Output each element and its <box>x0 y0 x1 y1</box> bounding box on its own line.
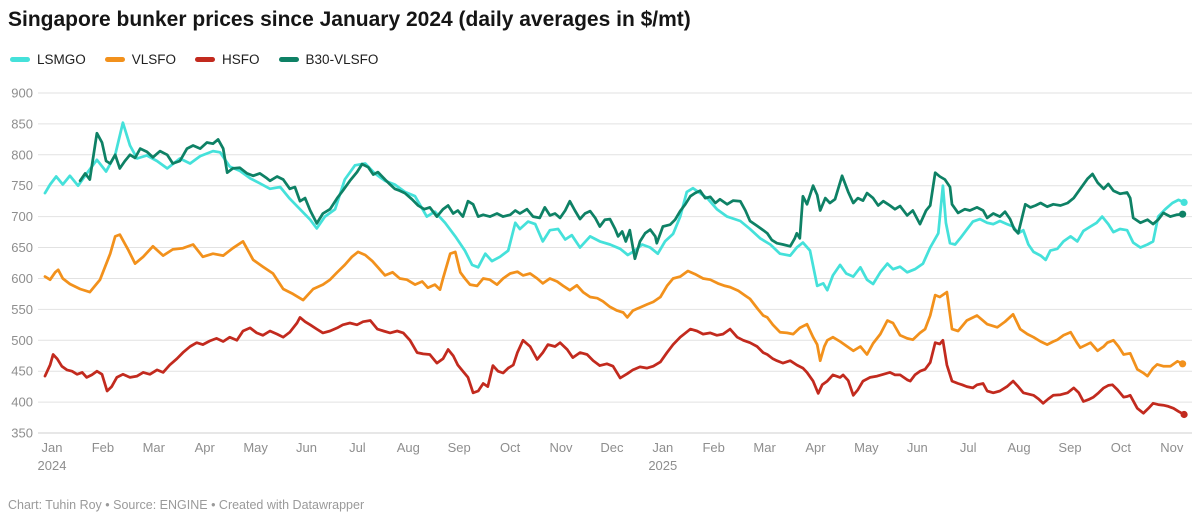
legend-label: VLSFO <box>131 52 177 67</box>
x-tick-label: Mar <box>753 440 776 455</box>
x-tick-label: Jan <box>652 440 673 455</box>
y-tick-label: 900 <box>11 86 33 101</box>
series-end-dot-b30-vlsfo <box>1179 210 1187 218</box>
x-tick-label: Sep <box>1058 440 1081 455</box>
series-line-vlsfo[interactable] <box>43 233 1184 378</box>
x-tick-label: Feb <box>702 440 724 455</box>
legend-item-b30-vlsfo: B30-VLSFO <box>278 52 379 67</box>
series-end-dot-lsmgo <box>1180 198 1188 206</box>
x-tick-label: Oct <box>500 440 521 455</box>
x-tick-year-label: 2024 <box>38 458 67 473</box>
x-tick-label: Oct <box>1111 440 1132 455</box>
legend-swatch-icon <box>195 57 216 62</box>
x-tick-label: Mar <box>143 440 166 455</box>
legend-swatch-icon <box>104 57 125 62</box>
x-tick-label: Jun <box>296 440 317 455</box>
legend-label: HSFO <box>222 52 260 67</box>
legend-label: LSMGO <box>37 52 86 67</box>
legend: LSMGO VLSFO HSFO B30-VLSFO <box>10 52 378 67</box>
x-tick-label: Feb <box>92 440 114 455</box>
y-tick-label: 450 <box>11 364 33 379</box>
series-line-b30-vlsfo[interactable] <box>78 131 1184 261</box>
x-tick-label: Apr <box>195 440 216 455</box>
y-tick-label: 650 <box>11 240 33 255</box>
page-title: Singapore bunker prices since January 20… <box>8 8 691 31</box>
series-line-lsmgo[interactable] <box>43 121 1186 292</box>
series-end-dot-vlsfo <box>1179 360 1187 368</box>
legend-label: B30-VLSFO <box>305 52 379 67</box>
x-tick-label: Dec <box>600 440 624 455</box>
x-tick-label: Aug <box>397 440 420 455</box>
legend-item-hsfo: HSFO <box>195 52 260 67</box>
y-tick-label: 550 <box>11 302 33 317</box>
y-tick-label: 800 <box>11 147 33 162</box>
x-tick-label: Jan <box>42 440 63 455</box>
footer-byline: Chart: Tuhin Roy • Source: ENGINE • Crea… <box>8 498 365 512</box>
x-tick-label: Jun <box>907 440 928 455</box>
x-tick-label: Jul <box>349 440 366 455</box>
x-tick-label: May <box>243 440 268 455</box>
x-tick-label: May <box>854 440 879 455</box>
legend-item-lsmgo: LSMGO <box>10 52 86 67</box>
series-end-dot-hsfo <box>1180 410 1188 419</box>
x-tick-label: Nov <box>1160 440 1184 455</box>
legend-swatch-icon <box>10 57 30 62</box>
y-tick-label: 350 <box>11 426 33 441</box>
x-tick-label: Aug <box>1008 440 1031 455</box>
y-tick-label: 700 <box>11 209 33 224</box>
y-tick-label: 750 <box>11 178 33 193</box>
series-line-hsfo[interactable] <box>43 316 1186 416</box>
y-tick-label: 400 <box>11 395 33 410</box>
legend-swatch-icon <box>278 57 299 62</box>
legend-item-vlsfo: VLSFO <box>104 52 177 67</box>
x-tick-label: Sep <box>448 440 471 455</box>
x-tick-year-label: 2025 <box>648 458 677 473</box>
x-tick-label: Apr <box>805 440 826 455</box>
x-tick-label: Jul <box>960 440 977 455</box>
y-tick-label: 500 <box>11 333 33 348</box>
plot-svg[interactable]: 350 400 450 500 550 600 650 700 750 800 850 900 Jan 2… <box>0 78 1200 478</box>
y-tick-label: 850 <box>11 116 33 131</box>
y-tick-label: 600 <box>11 271 33 286</box>
x-tick-label: Nov <box>549 440 573 455</box>
